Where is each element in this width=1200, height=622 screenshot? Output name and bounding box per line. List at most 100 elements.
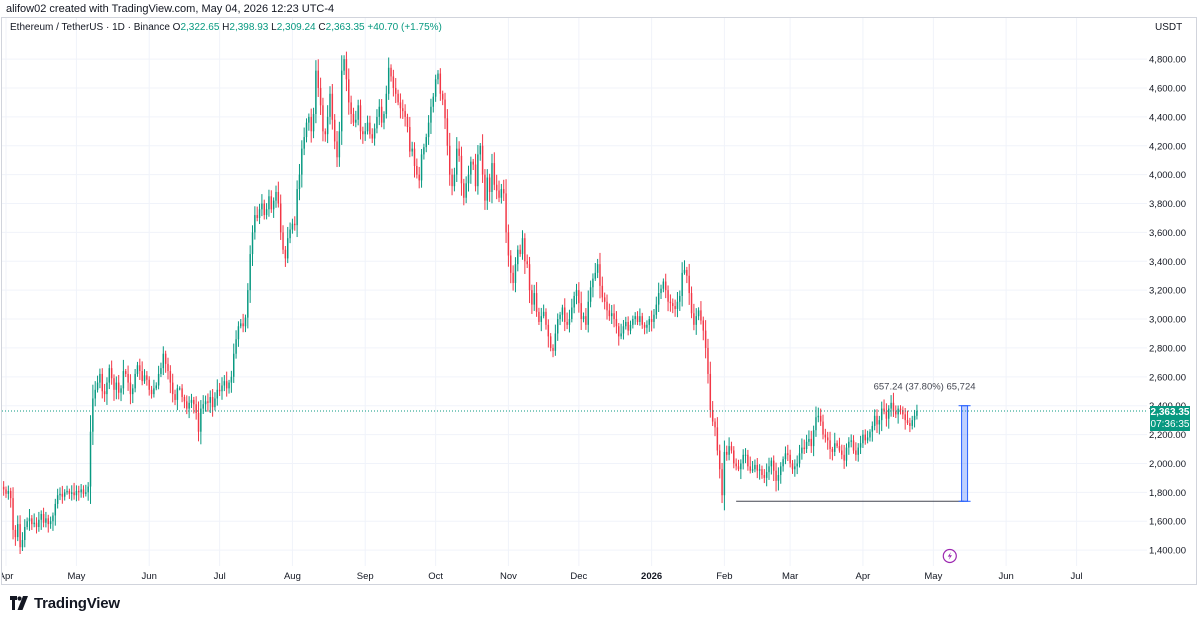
candle-body: [453, 174, 456, 187]
candle-body: [113, 378, 115, 390]
price-tick-label: 4,800.00: [1149, 55, 1186, 66]
candle-body: [477, 154, 479, 187]
candle-body: [575, 290, 578, 296]
candle-body: [737, 466, 740, 470]
candlestick-chart[interactable]: 657.24 (37.80%) 65,724 1,400.001,600.001…: [2, 18, 1198, 586]
candle-body: [338, 131, 341, 158]
candle-body: [132, 388, 134, 395]
candle-body: [296, 189, 298, 226]
candle-body: [620, 333, 622, 337]
candle-body: [66, 490, 68, 493]
candle-body: [916, 410, 918, 416]
candle-body: [225, 381, 228, 389]
candle-body: [251, 232, 254, 255]
price-axis[interactable]: 1,400.00 1,600.00 1,800.00 2,000.00 2,200.00…: [1149, 55, 1186, 557]
candle-body: [547, 324, 550, 337]
candle-body: [254, 215, 256, 233]
close-value: 2,363.35: [325, 22, 365, 33]
candle-body: [326, 116, 329, 135]
candle-body: [517, 249, 519, 265]
candle-body: [655, 304, 658, 315]
candle-body: [549, 336, 552, 348]
price-tick-label: 2,200.00: [1149, 430, 1186, 441]
candle-body: [728, 446, 730, 455]
candle-body: [312, 113, 315, 132]
candle-body: [209, 397, 211, 403]
candle-body: [437, 73, 439, 80]
candle-body: [371, 134, 373, 139]
candle-body: [21, 540, 24, 548]
candle-body: [789, 454, 791, 464]
candle-body: [249, 254, 251, 291]
candle-body: [383, 113, 385, 123]
candle-body: [876, 415, 878, 425]
candle-body: [233, 353, 235, 377]
candle-body: [610, 313, 613, 317]
candle-body: [40, 514, 42, 520]
candle-body: [747, 454, 749, 467]
candle-body: [82, 489, 85, 494]
candle-body: [686, 269, 688, 276]
candle-body: [186, 401, 188, 409]
candle-body: [106, 382, 108, 395]
candle-body: [702, 320, 705, 331]
time-axis[interactable]: Apr May Jun Jul Aug Sep Oct Nov Dec 2026 Feb Mar Apr…: [2, 571, 1083, 582]
price-range-label: 657.24 (37.80%) 65,724: [874, 382, 976, 393]
candle-body: [402, 108, 404, 112]
candle-body: [150, 389, 153, 395]
candle-body: [270, 196, 273, 210]
candle-body: [162, 353, 165, 369]
candle-body: [240, 323, 242, 327]
candle-body: [538, 311, 540, 322]
candle-body: [869, 431, 871, 438]
candle-body: [373, 128, 376, 139]
candle-body: [672, 303, 674, 307]
candle-body: [852, 440, 855, 451]
candle-body: [45, 518, 47, 523]
candle-body: [622, 326, 625, 334]
time-tick-label: May: [924, 571, 942, 582]
candle-body: [470, 161, 472, 175]
candle-body: [758, 469, 761, 471]
chart-pane[interactable]: 657.24 (37.80%) 65,724 1,400.00 1,600.00 1…: [1, 17, 1197, 585]
candle-body: [660, 288, 662, 294]
candle-body: [794, 466, 796, 470]
candle-body: [317, 70, 319, 88]
candle-body: [899, 408, 902, 411]
candle-body: [258, 209, 261, 218]
candle-body: [615, 319, 618, 327]
tradingview-logo[interactable]: TradingView: [8, 593, 120, 613]
candle-body: [674, 306, 676, 309]
candle-body: [350, 102, 352, 114]
candle-body: [838, 446, 841, 451]
candle-body: [216, 389, 219, 399]
candle-body: [768, 466, 770, 473]
candle-body: [782, 459, 784, 467]
candle-body: [831, 449, 834, 452]
candle-body: [669, 301, 672, 304]
candle-body: [399, 102, 402, 109]
candle-body: [902, 410, 904, 415]
candle-body: [711, 410, 714, 422]
time-tick-label: Aug: [284, 571, 301, 582]
candle-body: [425, 137, 427, 148]
chart-attribution: alifow02 created with TradingView.com, M…: [6, 3, 335, 15]
candle-body: [207, 401, 209, 403]
candle-body: [394, 87, 397, 94]
currency-unit[interactable]: USDT: [1155, 22, 1183, 33]
candle-body: [545, 311, 547, 325]
candle-body: [603, 297, 606, 302]
candle-body: [397, 93, 399, 103]
candle-body: [836, 443, 838, 447]
candle-body: [895, 411, 897, 415]
candle-body: [294, 223, 296, 226]
candle-body: [423, 147, 425, 155]
candle-body: [357, 105, 359, 120]
candle-body: [904, 414, 906, 421]
candle-body: [533, 293, 535, 305]
candle-body: [71, 492, 73, 494]
candle-body: [284, 249, 287, 259]
symbol-legend: Ethereum / TetherUS · 1D · Binance O2,32…: [10, 22, 442, 33]
candle-body: [765, 472, 768, 478]
candle-body: [49, 521, 52, 525]
